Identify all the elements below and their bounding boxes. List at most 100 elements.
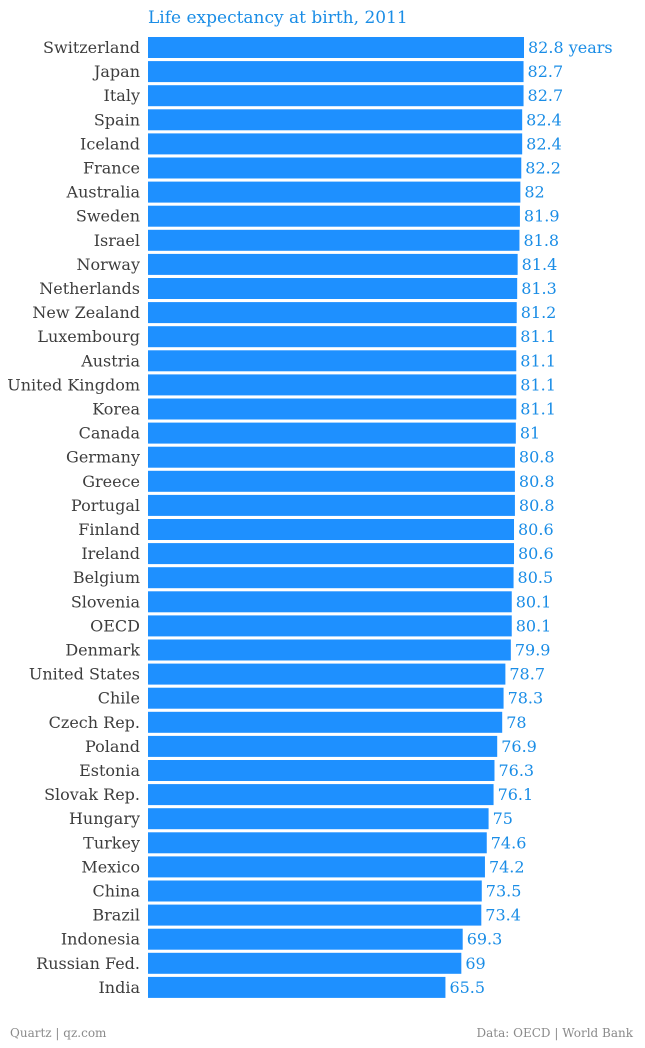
value-label: 65.5 (449, 978, 485, 997)
bar (148, 37, 524, 58)
value-label: 80.1 (516, 616, 552, 635)
bar (148, 808, 489, 830)
category-label: Germany (66, 448, 140, 467)
bar (148, 278, 518, 299)
value-label: 76.3 (498, 761, 534, 780)
value-label: 81.4 (522, 255, 558, 274)
category-labels: Switzerland Japan Italy Spain Iceland France A… (7, 38, 140, 997)
category-label: Spain (94, 110, 140, 129)
value-label: 82 (524, 183, 544, 202)
value-label: 82.8 years (528, 38, 613, 57)
value-label: 78.3 (508, 689, 544, 708)
category-label: Finland (78, 520, 140, 539)
value-label: 76.9 (501, 737, 537, 756)
bar (148, 133, 523, 155)
value-label: 81.8 (523, 231, 559, 250)
bar (148, 157, 522, 179)
category-label: New Zealand (32, 303, 140, 322)
bar (148, 302, 517, 324)
category-label: OECD (90, 616, 140, 635)
value-label: 81.1 (520, 400, 556, 419)
category-label: Poland (85, 737, 140, 756)
bar (148, 663, 506, 685)
value-label: 78 (506, 713, 526, 732)
value-label: 73.4 (485, 906, 521, 925)
value-label: 69.3 (467, 930, 503, 949)
category-label: Indonesia (61, 930, 141, 949)
value-label: 80.5 (518, 568, 554, 587)
category-label: Austria (80, 351, 140, 370)
value-label: 80.8 (519, 496, 555, 515)
category-label: Belgium (73, 568, 140, 587)
bar (148, 446, 515, 468)
category-label: Canada (79, 424, 141, 443)
category-label: Ireland (81, 544, 140, 563)
bar (148, 109, 523, 131)
category-label: Luxembourg (37, 327, 140, 346)
bar (148, 567, 514, 589)
value-label: 82.4 (526, 110, 562, 129)
bar (148, 639, 511, 661)
category-label: Australia (66, 183, 141, 202)
bar (148, 928, 463, 950)
category-label: Israel (94, 231, 140, 250)
value-label: 74.2 (489, 857, 525, 876)
category-label: Norway (76, 255, 140, 274)
footer-source: Data: OECD | World Bank (476, 1026, 633, 1040)
value-label: 69 (465, 954, 485, 973)
value-labels: 82.8 years 82.7 82.7 82.4 82.4 82.2 82 81.9 81.8… (449, 38, 612, 997)
value-label: 75 (493, 809, 513, 828)
bar-chart: Switzerland Japan Italy Spain Iceland France A… (7, 37, 613, 998)
chart-title: Life expectancy at birth, 2011 (148, 8, 408, 28)
category-label: Hungary (69, 809, 140, 828)
category-label: Mexico (81, 857, 140, 876)
value-label: 80.8 (519, 448, 555, 467)
category-label: Greece (82, 472, 140, 491)
value-label: 81 (520, 424, 540, 443)
category-label: France (83, 159, 140, 178)
category-label: Denmark (65, 641, 140, 660)
value-label: 81.1 (520, 327, 556, 346)
bar (148, 494, 515, 516)
bar (148, 832, 487, 854)
bar (148, 543, 515, 565)
footer-credit: Quartz | qz.com (10, 1026, 107, 1040)
category-label: United States (29, 665, 140, 684)
value-label: 81.2 (521, 303, 557, 322)
value-label: 82.4 (526, 134, 562, 153)
bar (148, 326, 517, 348)
category-label: India (98, 978, 140, 997)
category-label: China (92, 882, 140, 901)
category-label: Slovenia (71, 592, 141, 611)
category-label: Brazil (92, 906, 140, 925)
bar (148, 85, 524, 107)
bar (148, 976, 446, 998)
category-label: Russian Fed. (36, 954, 140, 973)
category-label: Korea (92, 400, 140, 419)
value-label: 81.1 (520, 351, 556, 370)
value-label: 80.6 (518, 544, 554, 563)
value-label: 80.6 (518, 520, 554, 539)
bar (148, 205, 520, 227)
category-label: Czech Rep. (49, 713, 140, 732)
value-label: 79.9 (515, 641, 551, 660)
category-label: Japan (92, 62, 140, 81)
category-label: Italy (104, 86, 140, 105)
category-label: Estonia (79, 761, 140, 780)
bar (148, 784, 494, 806)
value-label: 82.2 (525, 159, 561, 178)
category-label: United Kingdom (7, 375, 140, 394)
value-label: 81.3 (521, 279, 557, 298)
bar (148, 229, 520, 251)
value-label: 78.7 (509, 665, 545, 684)
bar (148, 422, 516, 444)
bar (148, 952, 462, 974)
bar (148, 350, 517, 372)
category-label: Slovak Rep. (44, 785, 140, 804)
bar (148, 711, 503, 733)
bar (148, 904, 482, 926)
bar (148, 470, 515, 492)
category-label: Turkey (83, 833, 140, 852)
bar (148, 687, 504, 709)
value-label: 82.7 (528, 62, 564, 81)
